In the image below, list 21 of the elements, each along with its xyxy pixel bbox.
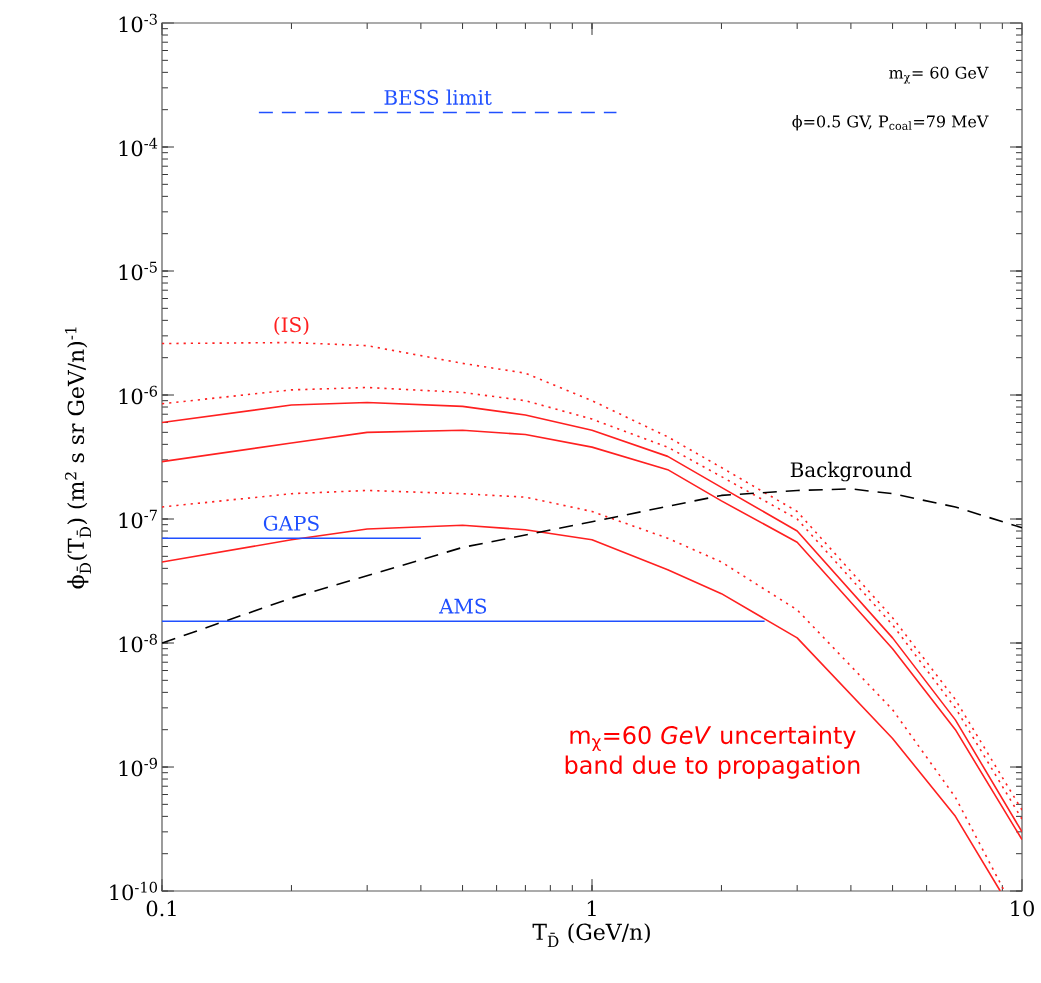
y-tick-label: 10$^{-3}$ [119,13,157,33]
x-axis-title: T$_{D̄}$ (GeV/n) [532,923,650,947]
y-tick-label: 10$^{-4}$ [119,137,158,157]
x-tick-label: 1 [587,900,596,917]
series-label: BESS limit [384,89,492,105]
y-tick-label: 10$^{-10}$ [110,881,157,901]
y-axis-title: ϕ$_{D̄}$(T$_{D̄}$) (m$^{2}$ s sr GeV/n)$^{-1}$ [64,327,91,589]
y-tick-label: 10$^{-9}$ [119,757,157,777]
y-tick-label: 10$^{-8}$ [119,633,157,653]
x-tick-label: 10 [1011,900,1034,917]
series-label: Background [790,461,912,482]
x-tick-label: 0.1 [146,900,176,917]
series-label: (IS) [274,316,309,336]
y-tick-label: 10$^{-6}$ [119,385,158,405]
y-tick-label: 10$^{-5}$ [119,261,157,281]
series-label: GAPS [263,515,319,531]
annotation: m$_{χ}$= 60 GeV [889,66,989,84]
annotation: m$_{χ}$=60 GeV uncertainty band due to propagation [565,725,860,779]
y-tick-label: 10$^{-7}$ [119,509,157,529]
series-label: AMS [438,598,487,614]
annotation: ϕ=0.5 GV, P$_{coal}$=79 MeV [792,115,989,131]
